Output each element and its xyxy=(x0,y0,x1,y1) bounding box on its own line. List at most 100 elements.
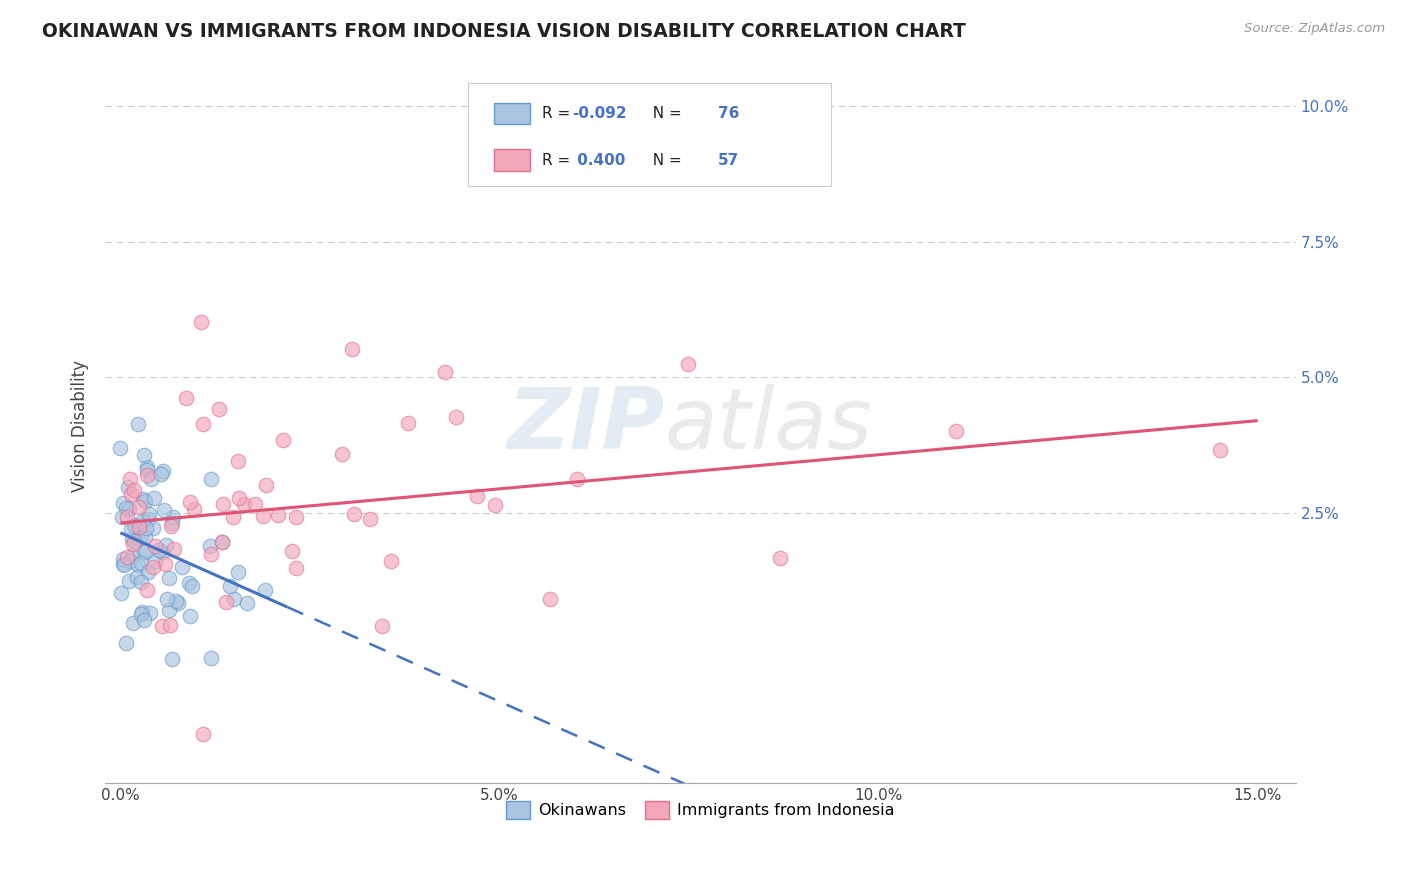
Point xyxy=(236,596,259,610)
Point xyxy=(159,618,181,632)
Point xyxy=(233,497,256,511)
Point xyxy=(122,536,145,550)
Point xyxy=(769,550,792,565)
Point xyxy=(124,518,146,533)
FancyBboxPatch shape xyxy=(495,149,530,170)
Point xyxy=(222,592,245,607)
Point xyxy=(132,492,155,507)
Point xyxy=(120,554,142,568)
Point xyxy=(157,571,180,585)
Text: R =: R = xyxy=(543,106,575,121)
Point xyxy=(281,543,304,558)
Point xyxy=(135,460,157,475)
Point xyxy=(118,502,141,516)
Text: R =: R = xyxy=(543,153,575,168)
Point xyxy=(484,499,506,513)
Text: -0.092: -0.092 xyxy=(572,106,627,121)
Point xyxy=(132,448,155,462)
Text: 76: 76 xyxy=(718,106,740,121)
Point xyxy=(163,541,186,556)
Point xyxy=(138,512,160,526)
Point xyxy=(111,509,134,524)
Point xyxy=(132,613,155,627)
Point xyxy=(254,477,277,491)
Point xyxy=(190,315,212,329)
Point xyxy=(271,433,294,447)
Point xyxy=(129,575,152,590)
Point xyxy=(142,521,165,535)
Point xyxy=(143,491,166,505)
Point xyxy=(155,558,177,572)
Point xyxy=(444,410,467,425)
Point xyxy=(115,550,138,565)
Point xyxy=(330,447,353,461)
Point xyxy=(172,560,194,574)
Point xyxy=(138,565,160,579)
Point xyxy=(243,497,266,511)
Point xyxy=(139,472,162,486)
Point xyxy=(117,480,139,494)
Text: 57: 57 xyxy=(718,153,740,168)
Point xyxy=(219,579,242,593)
Point xyxy=(127,531,149,545)
Point xyxy=(112,551,135,566)
Point xyxy=(200,472,222,486)
Point xyxy=(112,557,135,571)
Point xyxy=(125,570,148,584)
Point xyxy=(135,544,157,558)
Point xyxy=(122,549,145,563)
Point xyxy=(211,534,233,549)
Point xyxy=(371,619,394,633)
Point xyxy=(143,554,166,568)
Point xyxy=(143,539,166,553)
Point xyxy=(127,558,149,572)
Point xyxy=(114,636,136,650)
Point xyxy=(285,561,308,575)
Point xyxy=(157,603,180,617)
Point xyxy=(128,500,150,515)
Point xyxy=(228,491,250,506)
FancyBboxPatch shape xyxy=(495,103,530,124)
Point xyxy=(284,509,307,524)
Text: Source: ZipAtlas.com: Source: ZipAtlas.com xyxy=(1244,22,1385,36)
Point xyxy=(135,467,157,482)
Point xyxy=(134,529,156,543)
Point xyxy=(1209,443,1232,458)
Point xyxy=(117,510,139,524)
Point xyxy=(200,547,222,561)
FancyBboxPatch shape xyxy=(468,83,831,186)
Point xyxy=(211,535,233,549)
Point xyxy=(538,591,561,606)
Point xyxy=(120,523,142,537)
Point xyxy=(160,516,183,530)
Text: OKINAWAN VS IMMIGRANTS FROM INDONESIA VISION DISABILITY CORRELATION CHART: OKINAWAN VS IMMIGRANTS FROM INDONESIA VI… xyxy=(42,22,966,41)
Point xyxy=(129,556,152,570)
Point xyxy=(155,538,177,552)
Point xyxy=(434,365,457,379)
Point xyxy=(152,463,174,477)
Point xyxy=(179,576,201,591)
Point xyxy=(112,558,135,572)
Point xyxy=(179,495,201,509)
Point xyxy=(136,583,159,598)
Text: ZIP: ZIP xyxy=(508,384,665,467)
Point xyxy=(110,586,132,600)
Y-axis label: Vision Disability: Vision Disability xyxy=(72,360,89,492)
Text: atlas: atlas xyxy=(665,384,873,467)
Point xyxy=(191,727,214,741)
Point xyxy=(342,343,364,357)
Point xyxy=(252,509,274,524)
Point xyxy=(254,582,277,597)
Point xyxy=(132,514,155,528)
Point xyxy=(150,619,173,633)
Point xyxy=(183,502,205,516)
Point xyxy=(135,463,157,477)
Point xyxy=(121,533,143,547)
Point xyxy=(228,565,250,579)
Point xyxy=(122,483,145,498)
Point xyxy=(148,542,170,557)
Point xyxy=(166,596,188,610)
Text: N =: N = xyxy=(644,153,688,168)
Point xyxy=(162,510,184,524)
Point xyxy=(676,357,699,371)
